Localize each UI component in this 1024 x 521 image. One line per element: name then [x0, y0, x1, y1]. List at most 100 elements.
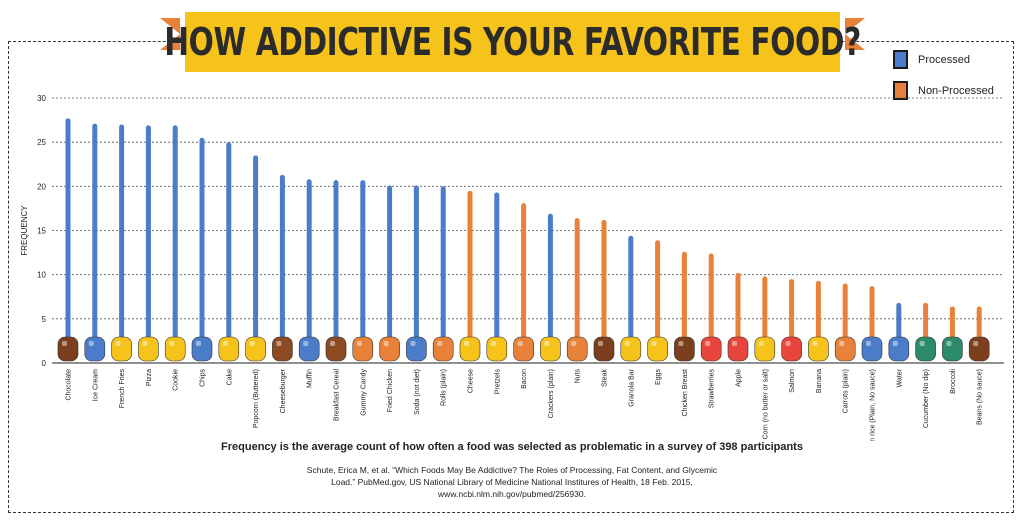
category-label: Rolls (plain) [441, 369, 448, 406]
bar [762, 276, 768, 349]
food-icon-highlight [544, 341, 550, 346]
ribbon-left [160, 18, 180, 50]
food-icon-highlight [410, 341, 416, 346]
food-icon [781, 336, 802, 362]
bar [119, 124, 125, 349]
food-icon [191, 336, 213, 362]
title-banner: HOW ADDICTIVE IS YOUR FAVORITE FOOD? [160, 8, 865, 74]
food-icon [700, 336, 722, 362]
category-label: Chicken Breast [682, 369, 689, 417]
food-icon [432, 336, 454, 362]
chart-title: HOW ADDICTIVE IS YOUR FAVORITE FOOD? [164, 20, 861, 64]
category-label: Water [896, 368, 903, 387]
bar [360, 180, 366, 349]
bar [547, 213, 553, 349]
food-icon [486, 336, 508, 362]
category-label: Apple [736, 369, 743, 387]
legend-swatch-non-processed [893, 81, 908, 100]
food-icon-highlight [678, 341, 684, 346]
bar [574, 218, 580, 349]
bar [145, 125, 151, 349]
food-icon-highlight [732, 341, 737, 346]
citation-line-3: www.ncbi.nlm.nih.gov/pubmed/256930. [438, 489, 586, 499]
food-icon-highlight [142, 341, 148, 346]
food-icon [459, 336, 481, 362]
category-label: Cheeseburger [280, 368, 287, 413]
food-icon [647, 336, 668, 362]
bar [494, 192, 500, 349]
category-label: Pretzels [494, 369, 501, 395]
category-label: Ice Cream [92, 369, 99, 401]
food-icon-highlight [705, 341, 711, 346]
legend-label-non-processed: Non-Processed [918, 84, 994, 97]
food-icon-highlight [437, 341, 443, 346]
food-icon-highlight [464, 341, 469, 346]
category-label: Chips [200, 369, 207, 387]
food-icon-highlight [651, 341, 657, 346]
food-icon-highlight [115, 341, 121, 346]
bar [279, 174, 285, 349]
food-icon [674, 336, 695, 362]
category-label: Salmon [789, 369, 796, 393]
bar [708, 253, 714, 349]
legend: Processed Non-Processed [893, 50, 994, 112]
category-label: Crackers (plain) [548, 369, 555, 418]
y-tick-label: 20 [37, 182, 46, 191]
category-label: Fried Chicken [387, 369, 394, 412]
y-tick-label: 15 [37, 227, 46, 236]
food-icon-highlight [946, 341, 952, 346]
food-icon [272, 336, 293, 362]
bar [521, 203, 527, 349]
bar [869, 286, 875, 349]
food-icon-highlight [758, 341, 764, 346]
bar [467, 190, 473, 349]
citation: Schute, Erica M, et al. “Which Foods May… [0, 464, 1024, 500]
bar [172, 125, 178, 349]
citation-line-1: Schute, Erica M, et al. “Which Foods May… [306, 465, 718, 475]
food-icon [620, 336, 642, 362]
food-icon [164, 336, 186, 362]
y-tick-label: 25 [37, 138, 46, 147]
food-icon-highlight [276, 341, 282, 346]
food-icon-highlight [490, 341, 496, 346]
food-icon-highlight [62, 341, 67, 346]
category-label: Cheese [468, 369, 475, 393]
legend-item-non-processed: Non-Processed [893, 81, 994, 100]
bar [65, 118, 71, 349]
bar [789, 279, 795, 349]
food-icon-highlight [330, 341, 335, 346]
food-icon-highlight [169, 341, 175, 346]
ribbon-right [845, 18, 865, 50]
category-label: Corn (no butter or salt) [762, 369, 769, 439]
food-icon-highlight [303, 341, 309, 346]
food-icon-highlight [383, 341, 389, 346]
food-icon [218, 336, 240, 362]
category-label: Beans (No sauce) [977, 369, 984, 425]
category-label: Banana [816, 369, 823, 393]
banner-background: HOW ADDICTIVE IS YOUR FAVORITE FOOD? [164, 12, 861, 72]
bar [199, 137, 205, 349]
food-icon [111, 336, 132, 362]
category-label: Strawberries [709, 369, 716, 409]
y-axis-label: FREQUENCY [20, 205, 29, 256]
bar [681, 251, 687, 349]
category-label: Cake [226, 369, 233, 385]
bar [815, 280, 821, 349]
category-label: Muffin [307, 369, 314, 388]
food-icon [57, 336, 79, 362]
food-icon-highlight [839, 341, 845, 346]
food-icon [84, 336, 106, 362]
food-icon-highlight [356, 341, 362, 346]
bar [92, 123, 98, 349]
food-icon-highlight [785, 341, 791, 346]
y-tick-label: 5 [42, 315, 47, 324]
legend-label-processed: Processed [918, 53, 970, 66]
bar [253, 155, 259, 349]
legend-swatch-processed [893, 50, 908, 69]
category-label: Cookie [173, 369, 180, 391]
food-icon-highlight [196, 341, 201, 346]
category-label: Chocolate [66, 369, 73, 401]
category-label: Granola Bar [628, 368, 635, 406]
food-icon-highlight [249, 341, 255, 346]
food-icon-highlight [598, 341, 603, 346]
